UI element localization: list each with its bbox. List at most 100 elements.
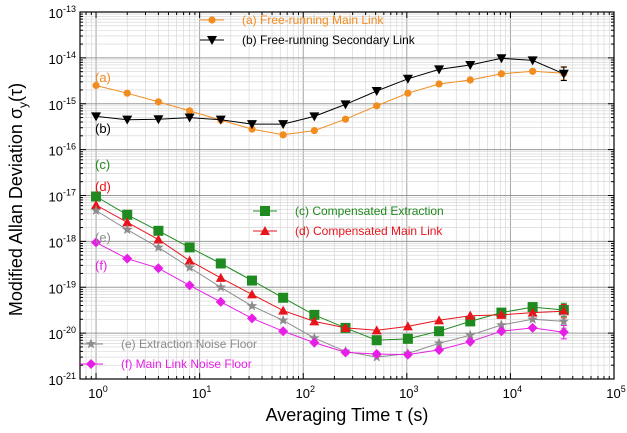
series-d — [91, 200, 569, 335]
data-point — [278, 120, 289, 130]
legend-entry: (b) Free-running Secondary Link — [200, 33, 416, 47]
legend-label: (f) Main Link Noise Floor — [121, 357, 252, 371]
data-point — [434, 315, 445, 325]
legend-entry: (e) Extraction Noise Floor — [79, 337, 257, 351]
series-f — [91, 237, 569, 360]
data-point — [340, 347, 351, 358]
data-point — [402, 349, 413, 360]
data-point — [402, 333, 413, 344]
data-point — [434, 65, 445, 75]
data-point — [246, 289, 257, 299]
x-tick-label: 104 — [503, 384, 522, 401]
data-point — [558, 327, 569, 338]
series-tags: (a) (b) (c) (d) (e) (f) — [95, 70, 111, 273]
data-point — [527, 56, 538, 66]
legend-label: (c) Compensated Extraction — [295, 204, 444, 218]
series-line — [95, 241, 564, 356]
data-point — [123, 89, 131, 97]
legend-label: (b) Free-running Secondary Link — [242, 33, 416, 47]
data-point — [215, 272, 226, 282]
data-point — [465, 310, 476, 320]
data-point — [185, 107, 194, 115]
data-point — [496, 309, 507, 319]
data-point — [122, 217, 133, 227]
data-point — [529, 67, 537, 75]
data-point — [91, 237, 102, 248]
data-point — [153, 241, 164, 252]
series-line — [95, 70, 564, 136]
data-point — [184, 113, 195, 123]
data-point — [215, 115, 226, 125]
data-point — [434, 344, 445, 355]
legend-label: (e) Extraction Noise Floor — [121, 337, 257, 351]
data-point — [435, 80, 443, 88]
data-point — [278, 292, 289, 303]
data-point — [527, 302, 538, 313]
data-point — [90, 205, 102, 215]
x-tick-label: 101 — [192, 384, 211, 401]
series-tag: (d) — [95, 179, 111, 194]
data-point — [527, 313, 538, 324]
data-point — [465, 316, 476, 327]
legend-entry: (a) Free-running Main Link — [200, 13, 384, 27]
data-point — [466, 76, 474, 84]
data-point — [184, 242, 195, 253]
data-point — [277, 314, 289, 325]
y-tick-label: 10-20 — [49, 325, 76, 342]
legend-marker — [260, 206, 270, 216]
data-point — [184, 280, 195, 291]
data-point — [558, 315, 569, 326]
data-point — [309, 112, 320, 122]
data-point — [371, 335, 382, 346]
data-point — [309, 309, 320, 320]
series-tag: (a) — [95, 70, 111, 85]
legend-marker — [85, 338, 97, 349]
y-tick-label: 10-15 — [49, 96, 76, 113]
legend-marker — [208, 16, 216, 24]
series-tag: (b) — [95, 121, 111, 136]
data-point — [404, 89, 412, 97]
data-point — [184, 262, 195, 272]
x-tick-label: 105 — [606, 384, 625, 401]
legend-entry: (c) Compensated Extraction — [253, 204, 444, 218]
series-layer — [90, 54, 569, 362]
data-point — [122, 224, 133, 235]
data-point — [527, 322, 538, 333]
data-point — [246, 300, 258, 311]
data-point — [558, 69, 569, 79]
data-point — [340, 322, 351, 332]
data-point — [371, 349, 382, 360]
data-point — [92, 81, 100, 90]
data-point — [309, 316, 320, 326]
series-tag: (e) — [95, 230, 111, 245]
data-point — [91, 200, 102, 210]
data-point — [341, 115, 350, 123]
legend-marker — [86, 359, 96, 369]
data-point — [310, 126, 318, 135]
data-point — [153, 115, 164, 125]
data-point — [402, 74, 413, 84]
data-point — [122, 209, 133, 220]
data-point — [433, 337, 445, 348]
data-point — [497, 70, 506, 78]
x-tick-label: 103 — [399, 384, 418, 401]
y-tick-label: 10-19 — [49, 279, 76, 296]
data-point — [402, 321, 413, 331]
data-point — [278, 305, 289, 315]
data-point — [122, 115, 133, 125]
data-point — [373, 102, 381, 110]
series-line — [95, 210, 564, 358]
data-point — [279, 131, 287, 139]
data-point — [496, 319, 507, 330]
data-point — [465, 336, 476, 347]
series-line — [95, 57, 564, 125]
data-point — [122, 253, 133, 264]
y-tick-label: 10-21 — [49, 371, 76, 388]
data-point — [215, 296, 226, 307]
x-tick-label: 102 — [295, 384, 314, 401]
data-point — [246, 275, 257, 286]
legend-marker — [260, 226, 270, 235]
data-point — [309, 337, 320, 348]
data-point — [91, 112, 102, 122]
data-point — [154, 98, 163, 106]
